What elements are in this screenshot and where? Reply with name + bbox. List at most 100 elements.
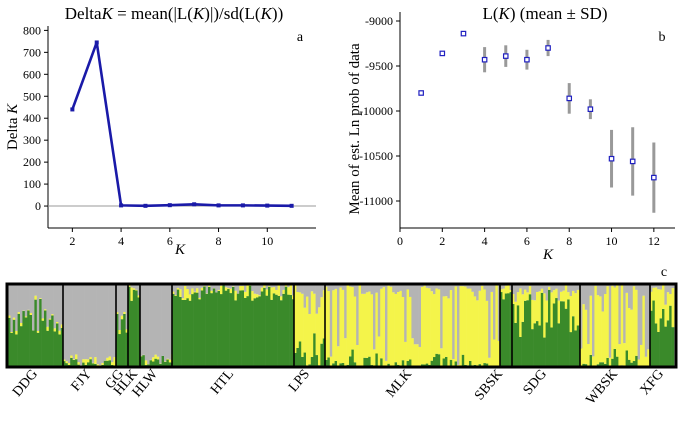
admixture-bar-segment [39,285,42,299]
admixture-bar-segment [277,285,281,296]
admixture-bar-segment [156,359,160,366]
admixture-bar-segment [8,317,11,366]
admixture-bar-segment [320,343,324,366]
admixture-bar-segment [502,299,506,366]
admixture-bar-segment [495,285,499,366]
admixture-bar-segment [275,294,278,366]
admixture-bar-segment [485,363,489,366]
admixture-bar-segment [473,296,477,365]
admixture-bar-segment [657,285,660,290]
admixture-bar-segment [303,307,307,353]
admixture-bar-segment [623,343,626,366]
chart-b-x-ticks: 0 2 4 6 8 10 12 [397,228,660,248]
admixture-bar-segment [325,286,328,360]
admixture-bar-segment [445,285,448,297]
data-point [460,30,467,37]
admixture-bar-segment [572,316,575,366]
admixture-bar-segment [130,285,134,288]
admixture-bar-segment [34,285,38,296]
admixture-bar-segment [179,289,182,297]
admixture-bar-segment [334,360,338,366]
admixture-bar-segment [260,287,264,292]
admixture-bar-segment [382,287,386,366]
admixture-bar-segment [217,290,221,366]
admixture-bar-segment [370,285,374,295]
admixture-bar-segment [604,363,607,366]
chart-a-y-label: Delta K [5,103,21,150]
admixture-bar-segment [628,359,631,366]
admixture-bar-segment [514,285,518,302]
admixture-bar-segment [349,285,352,287]
admixture-bar-segment [528,294,532,366]
admixture-bar-segment [447,285,451,299]
admixture-bar-segment [478,290,482,365]
admixture-bar-segment [137,295,141,298]
admixture-bar-segment [306,285,309,297]
admixture-bar-segment [671,288,675,328]
admixture-bar-segment [106,285,109,358]
admixture-bar-segment [353,296,357,363]
admixture-bar-segment [521,321,525,366]
admixture-bar-segment [108,285,112,357]
admixture-bar-segment [20,285,23,323]
admixture-bar-segment [483,285,487,290]
admixture-bar-segment [562,301,566,366]
admixture-bar-segment [375,285,379,293]
admixture-bar-segment [101,285,105,363]
admixture-bar-segment [260,285,264,288]
admixture-bar-segment [186,298,190,366]
admixture-bar-segment [596,285,600,296]
admixture-bar-segment [545,285,549,301]
admixture-bar-segment [584,364,588,366]
admixture-bar-segment [70,357,73,366]
admixture-bar-segment [32,285,35,331]
admixture-bar-segment [258,296,262,366]
admixture-bar-segment [671,327,675,366]
admixture-bar-segment [533,300,537,324]
admixture-bar-segment [394,293,398,363]
admixture-bar-segment [445,356,448,366]
admixture-bar-segment [181,299,185,366]
admixture-bar-segment [346,364,350,366]
admixture-bar-segment [604,285,607,295]
admixture-bar-segment [606,357,610,366]
admixture-bar-segment [125,329,129,333]
admixture-bar-segment [256,297,259,366]
y-tick-label: 800 [23,23,41,37]
admixture-bar-segment [368,291,371,357]
admixture-bar-segment [401,296,405,361]
admixture-bar-segment [258,285,262,296]
admixture-bar-segment [555,285,558,289]
admixture-bar-segment [652,300,656,366]
admixture-bar-segment [528,285,532,287]
chart-b-panel-label: b [659,30,666,45]
admixture-bar-segment [394,362,398,366]
admixture-bar-segment [125,332,129,366]
admixture-bar-segment [210,293,214,366]
admixture-bar-segment [329,356,333,366]
admixture-bar-segment [363,357,367,366]
admixture-bar-segment [349,286,352,357]
admixture-bar-segment [179,296,182,366]
admixture-bar-segment [353,362,357,366]
admixture-bar-segment [256,285,259,295]
admixture-bar-segment [650,285,653,292]
admixture-bar-segment [203,285,206,287]
admixture-bar-segment [580,285,583,349]
admixture-bar-segment [84,359,88,365]
data-point [545,45,551,51]
admixture-bar-segment [289,285,293,295]
admixture-bar-segment [282,293,286,366]
admixture-bar-segment [220,294,223,366]
admixture-bar-segment [540,285,544,289]
admixture-bar-segment [144,360,148,366]
admixture-bar-segment [193,291,197,293]
admixture-bar-segment [181,285,185,299]
admixture-bar-segment [421,285,424,288]
admixture-bar-segment [454,361,458,366]
data-point [418,90,424,96]
admixture-bar-segment [613,285,617,288]
admixture-bar-segment [229,285,233,289]
admixture-bar-segment [618,344,622,366]
x-tick-label: 2 [439,234,445,248]
